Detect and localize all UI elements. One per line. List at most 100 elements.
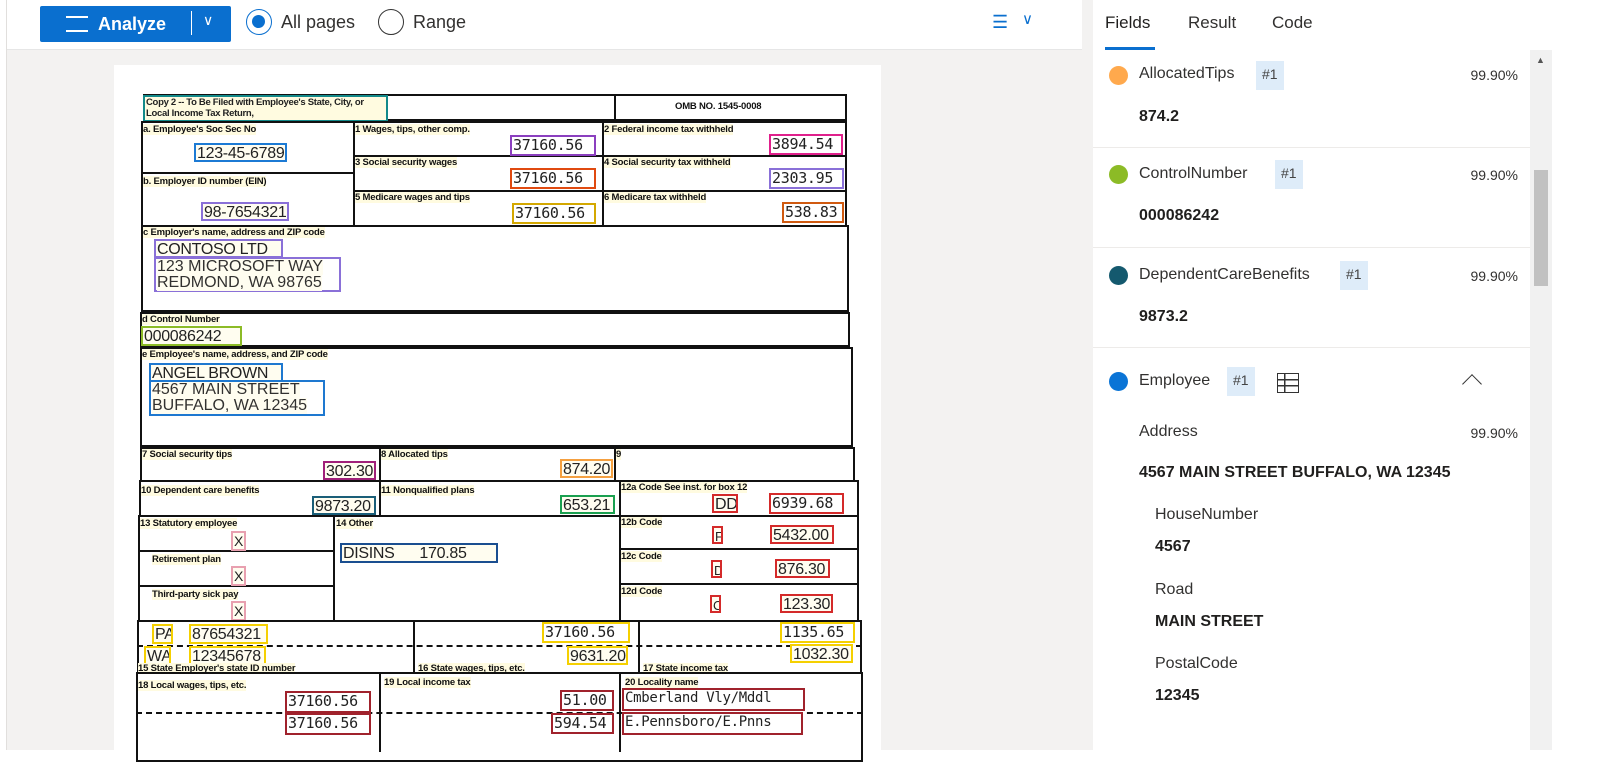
- field-name: ControlNumber: [1139, 165, 1248, 182]
- medicare-wages-value[interactable]: 37160.56: [512, 203, 596, 224]
- box-9: [614, 447, 855, 482]
- field-dependent-care-benefits[interactable]: DependentCareBenefits #1 99.90% 9873.2: [1093, 248, 1530, 348]
- box-18-label: 18 Local wages, tips, etc.: [138, 680, 247, 691]
- field-confidence: 99.90%: [1470, 67, 1518, 83]
- road-value: MAIN STREET: [1155, 613, 1264, 630]
- local-wages-1[interactable]: 37160.56: [285, 691, 371, 713]
- box-8-label: 8 Allocated tips: [381, 449, 448, 460]
- dashed-divider: [136, 712, 863, 714]
- divider: [638, 620, 640, 674]
- employee-address-value[interactable]: 4567 MAIN STREET BUFFALO, WA 12345: [149, 380, 325, 416]
- chevron-down-icon[interactable]: ∨: [1022, 11, 1033, 28]
- address-confidence: 99.90%: [1470, 425, 1518, 441]
- box-12c-value[interactable]: 876.30: [775, 559, 830, 578]
- box-9-label: 9: [616, 449, 622, 460]
- field-control-number[interactable]: ControlNumber #1 99.90% 000086242: [1093, 148, 1530, 248]
- omb-cell: [614, 94, 847, 121]
- ss-tax-value[interactable]: 2303.95: [769, 168, 844, 189]
- employee-name-value[interactable]: ANGEL BROWN: [149, 363, 283, 382]
- tab-code[interactable]: Code: [1272, 13, 1313, 32]
- ss-tips-value[interactable]: 302.30: [323, 461, 376, 480]
- analyze-scan-icon: [66, 16, 88, 32]
- ssn-value[interactable]: 123-45-6789: [194, 143, 288, 162]
- local-wages-2[interactable]: 37160.56: [285, 713, 371, 735]
- address-value: 4567 MAIN STREET BUFFALO, WA 12345: [1139, 464, 1451, 481]
- box-12b-value[interactable]: 5432.00: [770, 525, 834, 544]
- field-value: 874.2: [1139, 108, 1180, 125]
- wages-value[interactable]: 37160.56: [510, 135, 596, 156]
- copy-notice[interactable]: Copy 2 -- To Be Filed with Employee's St…: [143, 95, 388, 122]
- box-12d-value[interactable]: 123.30: [780, 594, 833, 613]
- pane-splitter[interactable]: [1082, 0, 1093, 750]
- allocated-tips-value[interactable]: 874.20: [560, 459, 613, 478]
- employer-address-value[interactable]: 123 MICROSOFT WAY REDMOND, WA 98765: [154, 257, 341, 292]
- nonqualified-plans-value[interactable]: 653.21: [560, 495, 615, 514]
- active-tab-indicator: [1105, 47, 1155, 50]
- layers-icon[interactable]: ☰: [992, 12, 1009, 32]
- omb-number: OMB NO. 1545-0008: [675, 101, 762, 112]
- field-employee[interactable]: Employee #1 Address 99.90% 4567 MAIN STR…: [1093, 348, 1530, 768]
- analyze-button[interactable]: Analyze ∨: [40, 6, 231, 42]
- local-tax-1[interactable]: 51.00: [560, 690, 614, 711]
- box-5-label: 5 Medicare wages and tips: [355, 192, 470, 203]
- employee-address-line1: 4567 MAIN STREET: [152, 381, 300, 398]
- box-1-label: 1 Wages, tips, other comp.: [355, 124, 470, 135]
- box-14: [333, 515, 621, 622]
- state-1-id[interactable]: 87654321: [189, 624, 268, 644]
- state-tax-1[interactable]: 1135.65: [780, 622, 855, 643]
- state-2-id[interactable]: 12345678: [189, 646, 266, 666]
- chevron-down-icon[interactable]: ∨: [203, 12, 214, 28]
- locality-1[interactable]: Cmberland Vly/Mddl: [622, 688, 805, 711]
- table-view-icon[interactable]: [1277, 373, 1299, 393]
- box-15-label: 15 State Employer's state ID number: [138, 663, 296, 674]
- box-12c-code[interactable]: D: [711, 560, 722, 578]
- locality-2[interactable]: E.Pennsboro/E.Pnns: [622, 712, 803, 735]
- box-19-label: 19 Local income tax: [384, 677, 471, 688]
- tab-result[interactable]: Result: [1188, 13, 1237, 32]
- employer-name-value[interactable]: CONTOSO LTD: [154, 239, 283, 258]
- retirement-checkbox[interactable]: X: [231, 566, 246, 586]
- ss-wages-value[interactable]: 37160.56: [510, 168, 596, 189]
- field-allocated-tips[interactable]: AllocatedTips #1 99.90% 874.2: [1093, 50, 1530, 148]
- state-1[interactable]: PA: [152, 624, 173, 644]
- field-index-badge: #1: [1227, 367, 1255, 396]
- employer-address-line2: REDMOND, WA 98765: [157, 274, 322, 291]
- radio-range[interactable]: Range: [378, 9, 466, 35]
- box-12a-code[interactable]: DD: [712, 494, 738, 513]
- state-wages-1[interactable]: 37160.56: [542, 622, 630, 643]
- state-tax-2[interactable]: 1032.30: [790, 644, 853, 663]
- road-label: Road: [1155, 581, 1194, 598]
- sick-pay-checkbox[interactable]: X: [231, 601, 246, 621]
- state-2[interactable]: WA: [144, 646, 171, 666]
- box-16-label: 16 State wages, tips, etc.: [418, 663, 525, 674]
- box-d: [140, 312, 850, 347]
- radio-all-pages[interactable]: All pages: [246, 9, 355, 35]
- scrollbar-thumb[interactable]: [1534, 170, 1548, 286]
- box-12b-code[interactable]: F: [712, 526, 723, 544]
- ein-value[interactable]: 98-7654321: [201, 202, 290, 221]
- medicare-tax-value[interactable]: 538.83: [782, 202, 844, 223]
- field-name: Employee: [1139, 372, 1211, 389]
- box-12a-value[interactable]: 6939.68: [769, 493, 844, 514]
- scroll-up-arrow-icon[interactable]: ▲: [1536, 55, 1545, 65]
- dependent-care-value[interactable]: 9873.20: [312, 496, 376, 515]
- local-tax-2[interactable]: 594.54: [551, 713, 614, 734]
- box-12d-code[interactable]: C: [710, 595, 721, 613]
- box-20-label: 20 Locality name: [625, 677, 699, 688]
- field-index-badge: #1: [1340, 261, 1368, 290]
- radio-selected-icon: [246, 9, 272, 35]
- control-number-value[interactable]: 000086242: [141, 326, 242, 346]
- radio-range-label: Range: [413, 11, 467, 32]
- field-confidence: 99.90%: [1470, 167, 1518, 183]
- statutory-checkbox[interactable]: X: [231, 531, 246, 551]
- tab-fields[interactable]: Fields: [1105, 13, 1151, 32]
- box-13-label: 13 Statutory employee: [140, 518, 238, 529]
- box-14-value[interactable]: DISINS 170.85: [340, 543, 498, 563]
- fields-scrollbar[interactable]: ▲: [1530, 50, 1552, 750]
- fed-tax-value[interactable]: 3894.54: [769, 134, 843, 155]
- field-name: AllocatedTips: [1139, 65, 1235, 82]
- chevron-up-icon[interactable]: [1462, 374, 1482, 394]
- address-label: Address: [1139, 423, 1198, 440]
- radio-unselected-icon: [378, 9, 404, 35]
- state-wages-2[interactable]: 9631.20: [567, 646, 628, 665]
